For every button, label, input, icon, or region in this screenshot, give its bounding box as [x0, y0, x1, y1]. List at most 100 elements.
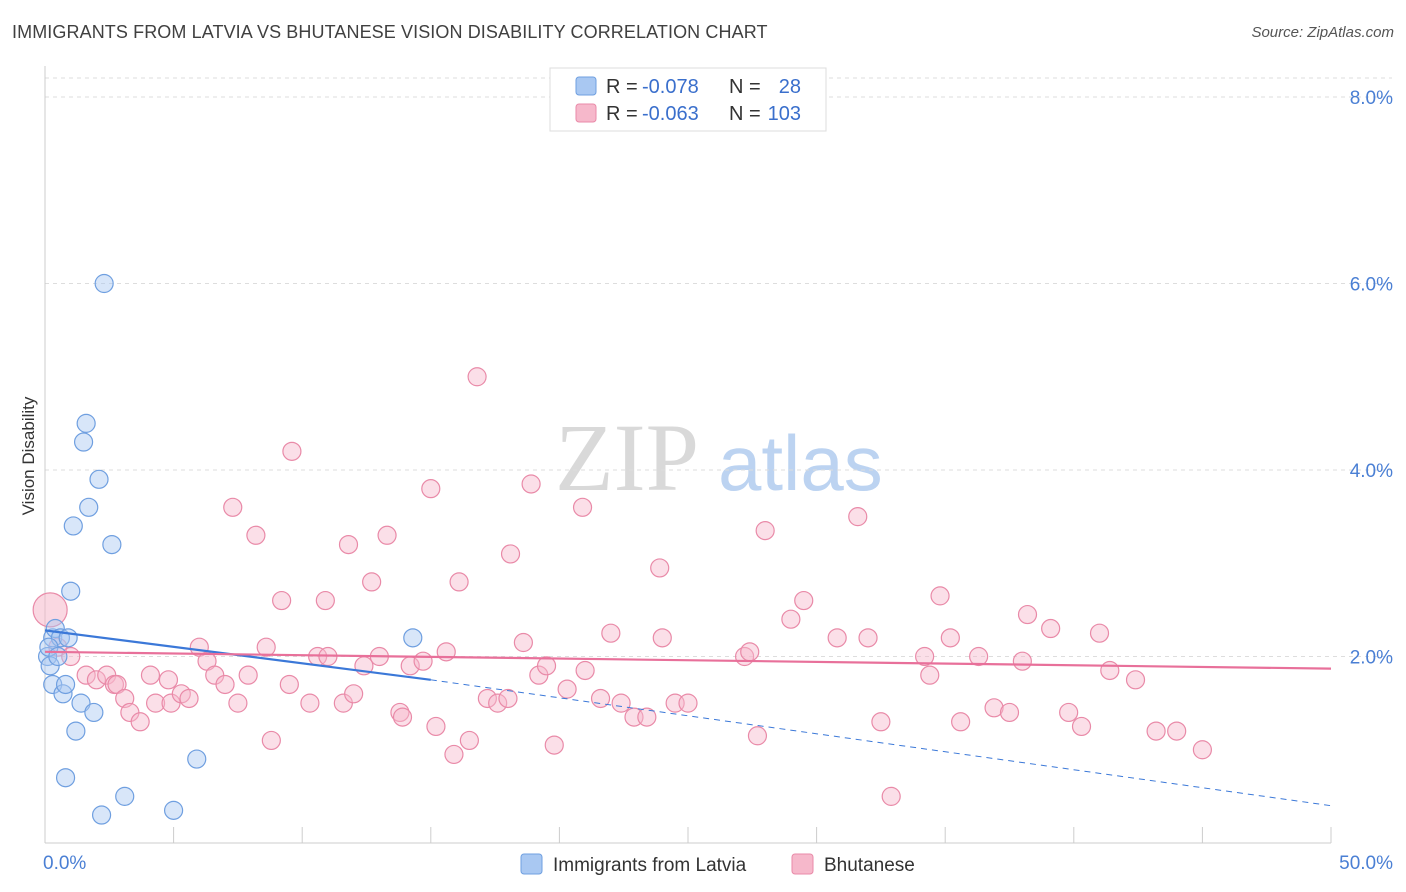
- latvia-point: [63, 516, 83, 536]
- legend-n-value-latvia: 28: [779, 76, 801, 98]
- latvia-point: [76, 413, 96, 433]
- bhutanese-point: [338, 534, 359, 555]
- bhutanese-point: [238, 665, 258, 685]
- bhutanese-point: [601, 623, 621, 643]
- bhutanese-point: [940, 628, 960, 648]
- bhutanese-point: [915, 646, 935, 667]
- bhutanese-point: [557, 679, 577, 699]
- latvia-point: [55, 768, 76, 788]
- bhutanese-point: [344, 684, 364, 704]
- bhutanese-point: [261, 730, 281, 751]
- bhutanese-point: [76, 665, 96, 685]
- bhutanese-point: [413, 651, 433, 671]
- latvia-trend-extension: [430, 679, 1332, 807]
- bhutanese-point: [498, 688, 518, 709]
- latvia-point: [55, 674, 76, 695]
- bhutanese-point: [421, 479, 441, 499]
- bhutanese-point: [315, 590, 335, 611]
- latvia-point: [84, 702, 104, 723]
- bhutanese-point: [392, 707, 413, 727]
- latvia-point: [71, 693, 91, 713]
- gridlines: [45, 77, 1392, 657]
- bhutanese-point: [300, 693, 320, 713]
- bhutanese-point: [611, 693, 631, 713]
- latvia-point: [187, 749, 207, 769]
- bhutanese-point: [228, 693, 248, 713]
- bhutanese-point: [881, 786, 901, 806]
- bhutanese-point: [426, 716, 446, 737]
- bhutanese-point: [500, 544, 521, 564]
- latvia-points: [37, 273, 423, 825]
- bhutanese-point: [755, 521, 775, 541]
- bhutanese-point: [794, 590, 814, 611]
- bhutanese-point: [158, 670, 179, 690]
- bhutanese-point: [1146, 721, 1166, 741]
- latvia-point: [66, 721, 86, 741]
- bhutanese-point: [246, 525, 266, 545]
- latvia-point: [48, 646, 68, 667]
- bhutanese-point: [637, 707, 657, 727]
- bhutanese-point: [1041, 618, 1061, 639]
- bhutanese-point: [179, 688, 199, 709]
- bhutanese-points: [32, 367, 1213, 806]
- bhutanese-point: [1167, 721, 1187, 741]
- legend-r-label-latvia: R =: [606, 76, 638, 98]
- legend-n-label-bhutanese: N =: [729, 103, 761, 125]
- bhutanese-trend-line: [44, 650, 1332, 670]
- bhutanese-point: [449, 572, 469, 592]
- bhutanese-point: [1192, 740, 1213, 760]
- series-legend-label-latvia: Immigrants from Latvia: [553, 855, 747, 876]
- bhutanese-point: [32, 592, 68, 628]
- bhutanese-point: [969, 646, 989, 667]
- latvia-point: [115, 786, 135, 806]
- bhutanese-point: [467, 367, 487, 387]
- bhutanese-point: [747, 726, 768, 746]
- bhutanese-point: [130, 712, 150, 732]
- latvia-point: [89, 469, 109, 489]
- bhutanese-point: [140, 665, 161, 685]
- y-tick-labels: 2.0% 4.0% 6.0% 8.0%: [1350, 88, 1393, 669]
- bhutanese-point: [256, 637, 276, 657]
- bhutanese-point: [575, 660, 595, 681]
- bhutanese-point: [848, 507, 868, 527]
- bhutanese-point: [488, 693, 508, 713]
- bhutanese-point: [279, 674, 299, 695]
- bhutanese-point: [282, 441, 302, 461]
- watermark: ZIP atlas: [555, 404, 883, 511]
- x-tick-label: 50.0%: [1339, 853, 1393, 874]
- legend-swatch-latvia: [575, 76, 597, 96]
- y-tick-label: 6.0%: [1350, 275, 1393, 296]
- legend-r-value-latvia: -0.078: [642, 76, 699, 98]
- source-label: Source: ZipAtlas.com: [1251, 24, 1394, 41]
- bhutanese-point: [781, 609, 801, 629]
- trend-lines: [44, 629, 1332, 807]
- latvia-point: [91, 805, 112, 825]
- legend-swatch-bhutanese: [575, 103, 597, 123]
- latvia-point: [61, 581, 81, 601]
- correlation-legend: R = -0.078 N = 28 R = -0.063 N = 103: [549, 67, 827, 132]
- bhutanese-point: [521, 474, 541, 494]
- latvia-point: [164, 800, 184, 820]
- bhutanese-point: [984, 698, 1004, 718]
- bhutanese-point: [1089, 623, 1110, 643]
- bhutanese-point: [999, 702, 1020, 723]
- bhutanese-point: [650, 558, 670, 578]
- bhutanese-point: [536, 656, 557, 676]
- bhutanese-point: [1059, 702, 1079, 723]
- bhutanese-point: [544, 735, 564, 755]
- bhutanese-point: [477, 688, 497, 709]
- bhutanese-point: [930, 586, 950, 606]
- bhutanese-point: [1012, 651, 1032, 671]
- bhutanese-point: [459, 730, 479, 751]
- bhutanese-point: [827, 628, 847, 648]
- y-tick-label: 4.0%: [1350, 461, 1393, 482]
- series-legend-label-bhutanese: Bhutanese: [824, 855, 915, 876]
- bhutanese-point: [951, 712, 971, 732]
- latvia-point: [102, 534, 122, 555]
- bhutanese-point: [1100, 660, 1120, 681]
- watermark-zip: ZIP: [555, 404, 699, 511]
- x-tick-labels: 0.0% 50.0%: [43, 853, 1393, 874]
- bhutanese-point: [444, 744, 464, 765]
- series-legend-swatch-bhutanese: [791, 853, 814, 875]
- y-tick-label: 8.0%: [1350, 88, 1393, 109]
